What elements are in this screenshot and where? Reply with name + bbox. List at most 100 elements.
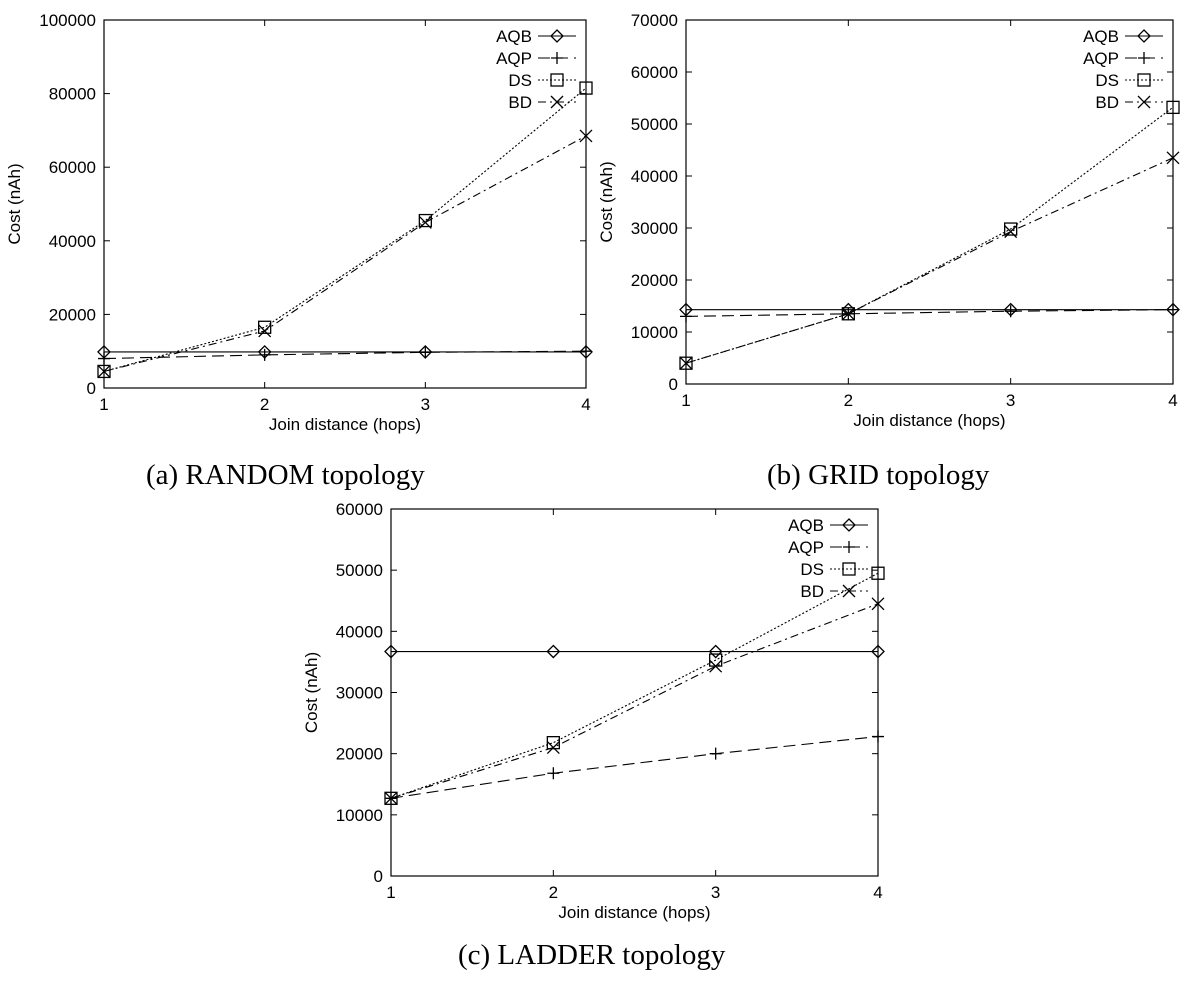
grid-legend-label-aqp: AQP: [1083, 49, 1119, 68]
grid-ytick-label: 60000: [631, 63, 678, 82]
grid-point-aqp: [1167, 303, 1179, 316]
random-legend-marker-aqp: [551, 52, 563, 64]
grid-series-aqp: [680, 303, 1179, 323]
ladder-legend: AQB AQP DS BD: [788, 516, 868, 601]
chart-ladder-svg: 0 10000 20000 30000 40000 50000 60000 1 2 3 4 Join …: [302, 500, 885, 922]
ladder-xtick-label: 1: [386, 883, 395, 902]
ladder-point-aqp: [872, 730, 884, 743]
ladder-plot-group: 0 10000 20000 30000 40000 50000 60000 1 2 3 4 Join …: [302, 500, 885, 922]
ladder-legend-marker-aqp: [843, 541, 855, 553]
random-point-aqp: [258, 348, 271, 361]
grid-series-aqb: [679, 302, 1180, 317]
ladder-legend-label-ds: DS: [800, 560, 824, 579]
grid-ytick-label: 0: [669, 375, 678, 394]
random-xtick-label: 1: [99, 395, 108, 414]
ladder-legend-label-aqp: AQP: [788, 538, 824, 557]
ladder-point-aqb: [384, 644, 398, 659]
ladder-series-ds: [384, 566, 885, 805]
grid-xtick-label: 1: [681, 391, 690, 410]
grid-series-ds: [679, 100, 1180, 370]
random-xtick-label: 4: [581, 395, 590, 414]
ladder-x-axis-label: Join distance (hops): [558, 903, 710, 922]
random-series-bd: [97, 129, 593, 378]
ladder-point-aqp: [709, 747, 722, 760]
random-series-aqb: [97, 345, 593, 359]
random-point-ds: [258, 320, 272, 334]
random-legend-label-bd: BD: [508, 93, 532, 112]
ladder-line-ds: [390, 572, 879, 799]
random-point-ds: [97, 364, 111, 379]
ladder-ytick-label: 30000: [336, 684, 383, 703]
random-point-aqb: [579, 345, 593, 359]
random-ytick-label: 60000: [49, 158, 96, 177]
grid-point-bd: [1004, 225, 1018, 239]
ladder-point-bd: [871, 597, 885, 611]
grid-y-axis-label: Cost (nAh): [597, 161, 616, 242]
ladder-point-ds: [546, 736, 560, 750]
random-ytick-label: 20000: [49, 305, 96, 324]
grid-point-ds: [1004, 222, 1018, 236]
ladder-point-bd: [384, 791, 398, 805]
grid-point-aqp: [1004, 305, 1017, 318]
random-point-bd: [97, 364, 111, 378]
random-point-aqp: [98, 352, 110, 365]
grid-plot-group: 0 10000 20000 30000 40000 50000 60000 70000 1 2 3 4…: [597, 11, 1180, 430]
ladder-legend-label-aqb: AQB: [788, 516, 824, 535]
ladder-line-aqp: [390, 735, 879, 799]
ladder-point-aqb: [546, 644, 561, 659]
grid-line-aqp: [685, 309, 1174, 317]
ladder-y-axis-label: Cost (nAh): [305, 652, 321, 733]
ladder-series-bd: [384, 597, 885, 805]
random-line-bd: [103, 135, 587, 372]
random-point-aqp: [580, 345, 592, 358]
grid-point-ds: [841, 307, 855, 321]
random-ytick-label: 40000: [49, 232, 96, 251]
random-y-axis-label: Cost (nAh): [5, 163, 24, 244]
chart-grid-topology: 0 10000 20000 30000 40000 50000 60000 70000 1 2 3 4…: [595, 0, 1181, 448]
ladder-xtick-label: 3: [711, 883, 720, 902]
grid-xtick-label: 4: [1168, 391, 1177, 410]
random-ytick-label: 0: [87, 379, 96, 398]
random-point-aqp: [419, 346, 432, 359]
random-plot-frame: [103, 19, 587, 389]
ladder-ytick-label: 50000: [336, 561, 383, 580]
chart-ladder-topology: 0 10000 20000 30000 40000 50000 60000 1 2 3 4 Join …: [302, 495, 895, 935]
caption-grid-topology: (b) GRID topology: [767, 459, 990, 491]
grid-point-bd: [679, 356, 693, 370]
random-series-aqp: [98, 345, 592, 365]
grid-legend-marker-bd: [1137, 95, 1151, 109]
ladder-ytick-label: 0: [374, 867, 383, 886]
ladder-legend-marker-ds: [842, 562, 856, 576]
grid-legend-label-aqb: AQB: [1083, 27, 1119, 46]
random-legend-label-aqp: AQP: [496, 49, 532, 68]
grid-line-bd: [685, 157, 1174, 364]
random-legend-marker-bd: [550, 95, 564, 109]
random-xtick-label: 2: [260, 395, 269, 414]
grid-plot-frame: [685, 19, 1174, 385]
grid-ytick-label: 10000: [631, 323, 678, 342]
ladder-point-ds: [384, 791, 398, 805]
ladder-point-bd: [546, 741, 560, 755]
ladder-ytick-label: 20000: [336, 745, 383, 764]
random-legend-label-ds: DS: [508, 71, 532, 90]
ladder-ytick-label: 10000: [336, 806, 383, 825]
chart-grid-svg: 0 10000 20000 30000 40000 50000 60000 70000 1 2 3 4…: [597, 11, 1180, 430]
grid-point-bd: [1166, 151, 1180, 165]
grid-point-ds: [679, 356, 693, 370]
random-legend-marker-ds: [550, 73, 564, 87]
chart-random-topology: 0 20000 40000 60000 80000 100000 1 2 3 4 Join dist…: [0, 0, 600, 448]
grid-point-bd: [841, 307, 855, 321]
random-point-ds: [418, 213, 432, 228]
ladder-ytick-label: 40000: [336, 622, 383, 641]
grid-legend-marker-ds: [1137, 73, 1151, 87]
random-xtick-label: 3: [421, 395, 430, 414]
random-point-bd: [258, 324, 272, 338]
ladder-line-bd: [390, 603, 879, 799]
ladder-point-bd: [709, 659, 723, 673]
grid-ytick-label: 50000: [631, 115, 678, 134]
grid-legend-label-bd: BD: [1095, 93, 1119, 112]
grid-x-axis-label: Join distance (hops): [853, 411, 1005, 430]
caption-random-topology: (a) RANDOM topology: [146, 459, 425, 491]
random-series-ds: [97, 81, 593, 379]
grid-legend-label-ds: DS: [1095, 71, 1119, 90]
